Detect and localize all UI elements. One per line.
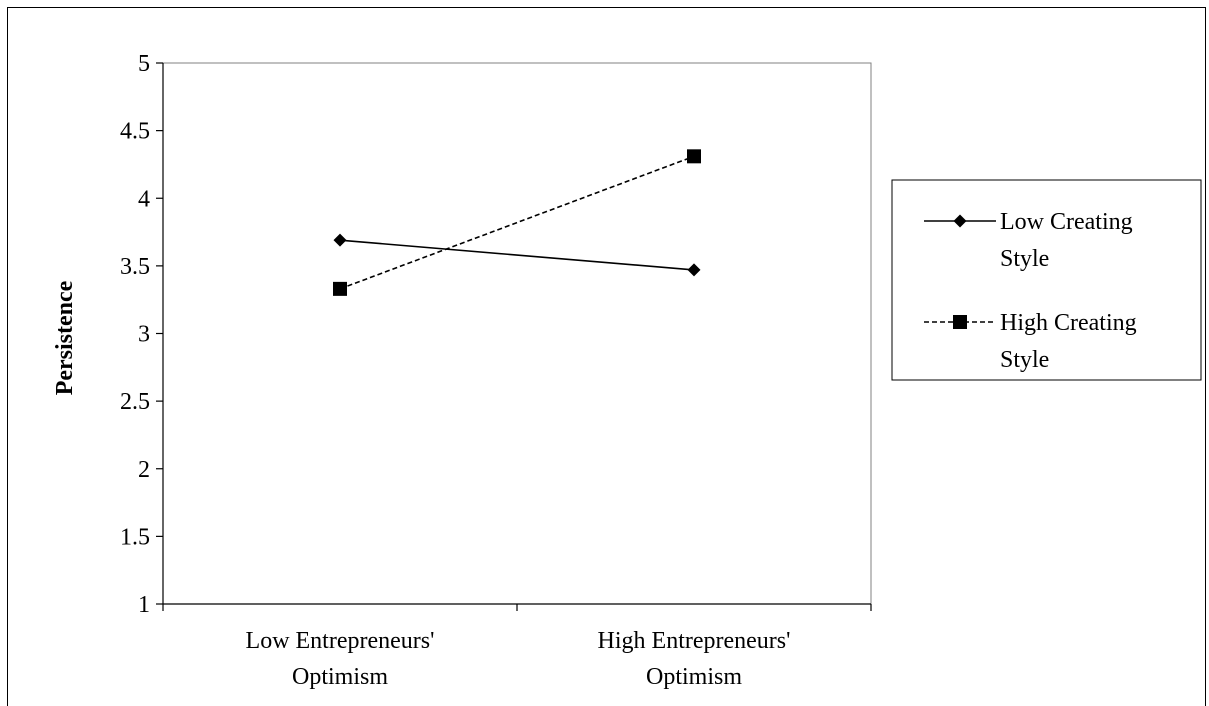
diamond-marker (333, 233, 347, 247)
y-tick-label: 1 (138, 592, 150, 618)
y-tick-label: 4 (138, 186, 150, 212)
y-tick-label: 2 (138, 457, 150, 483)
series-1 (333, 233, 701, 277)
legend-square-marker (953, 315, 967, 329)
legend-label: High Creating (1000, 310, 1137, 336)
y-tick-label: 2.5 (120, 389, 150, 415)
square-marker (333, 281, 347, 296)
series-2 (333, 149, 701, 296)
legend-item-2: High Creating Style (924, 310, 1137, 373)
chart-frame (7, 7, 1206, 706)
diamond-marker (687, 263, 701, 277)
legend-diamond-marker (953, 214, 967, 228)
square-marker (687, 149, 701, 164)
legend-box (891, 179, 1202, 381)
legend-label: Style (1000, 246, 1049, 272)
legend-item-1: Low Creating Style (924, 209, 1133, 272)
x-category-label: Optimism (292, 664, 388, 690)
y-axis: 1 1.5 2 2.5 3 3.5 4 4.5 5 (120, 51, 164, 618)
x-category-label: Low Entrepreneurs' (246, 628, 435, 654)
y-tick-label: 4.5 (120, 119, 150, 145)
plot-border (162, 62, 872, 605)
y-tick-label: 3.5 (120, 254, 150, 280)
x-axis: Low Entrepreneurs' Optimism High Entrepren… (162, 603, 872, 690)
x-category-label: High Entrepreneurs' (598, 628, 791, 654)
series-line (339, 155, 695, 290)
y-tick-label: 1.5 (120, 524, 150, 550)
y-tick-label: 3 (138, 322, 150, 348)
plot-area (162, 62, 872, 605)
legend-label: Style (1000, 347, 1049, 373)
y-tick-label: 5 (138, 51, 150, 77)
y-axis-title: Persistence (52, 280, 78, 395)
series-line (339, 239, 695, 271)
x-category-label: Optimism (646, 664, 742, 690)
legend-label: Low Creating (1000, 209, 1133, 235)
series-layer (333, 149, 701, 296)
legend: Low Creating Style High Creating Style (891, 179, 1202, 381)
